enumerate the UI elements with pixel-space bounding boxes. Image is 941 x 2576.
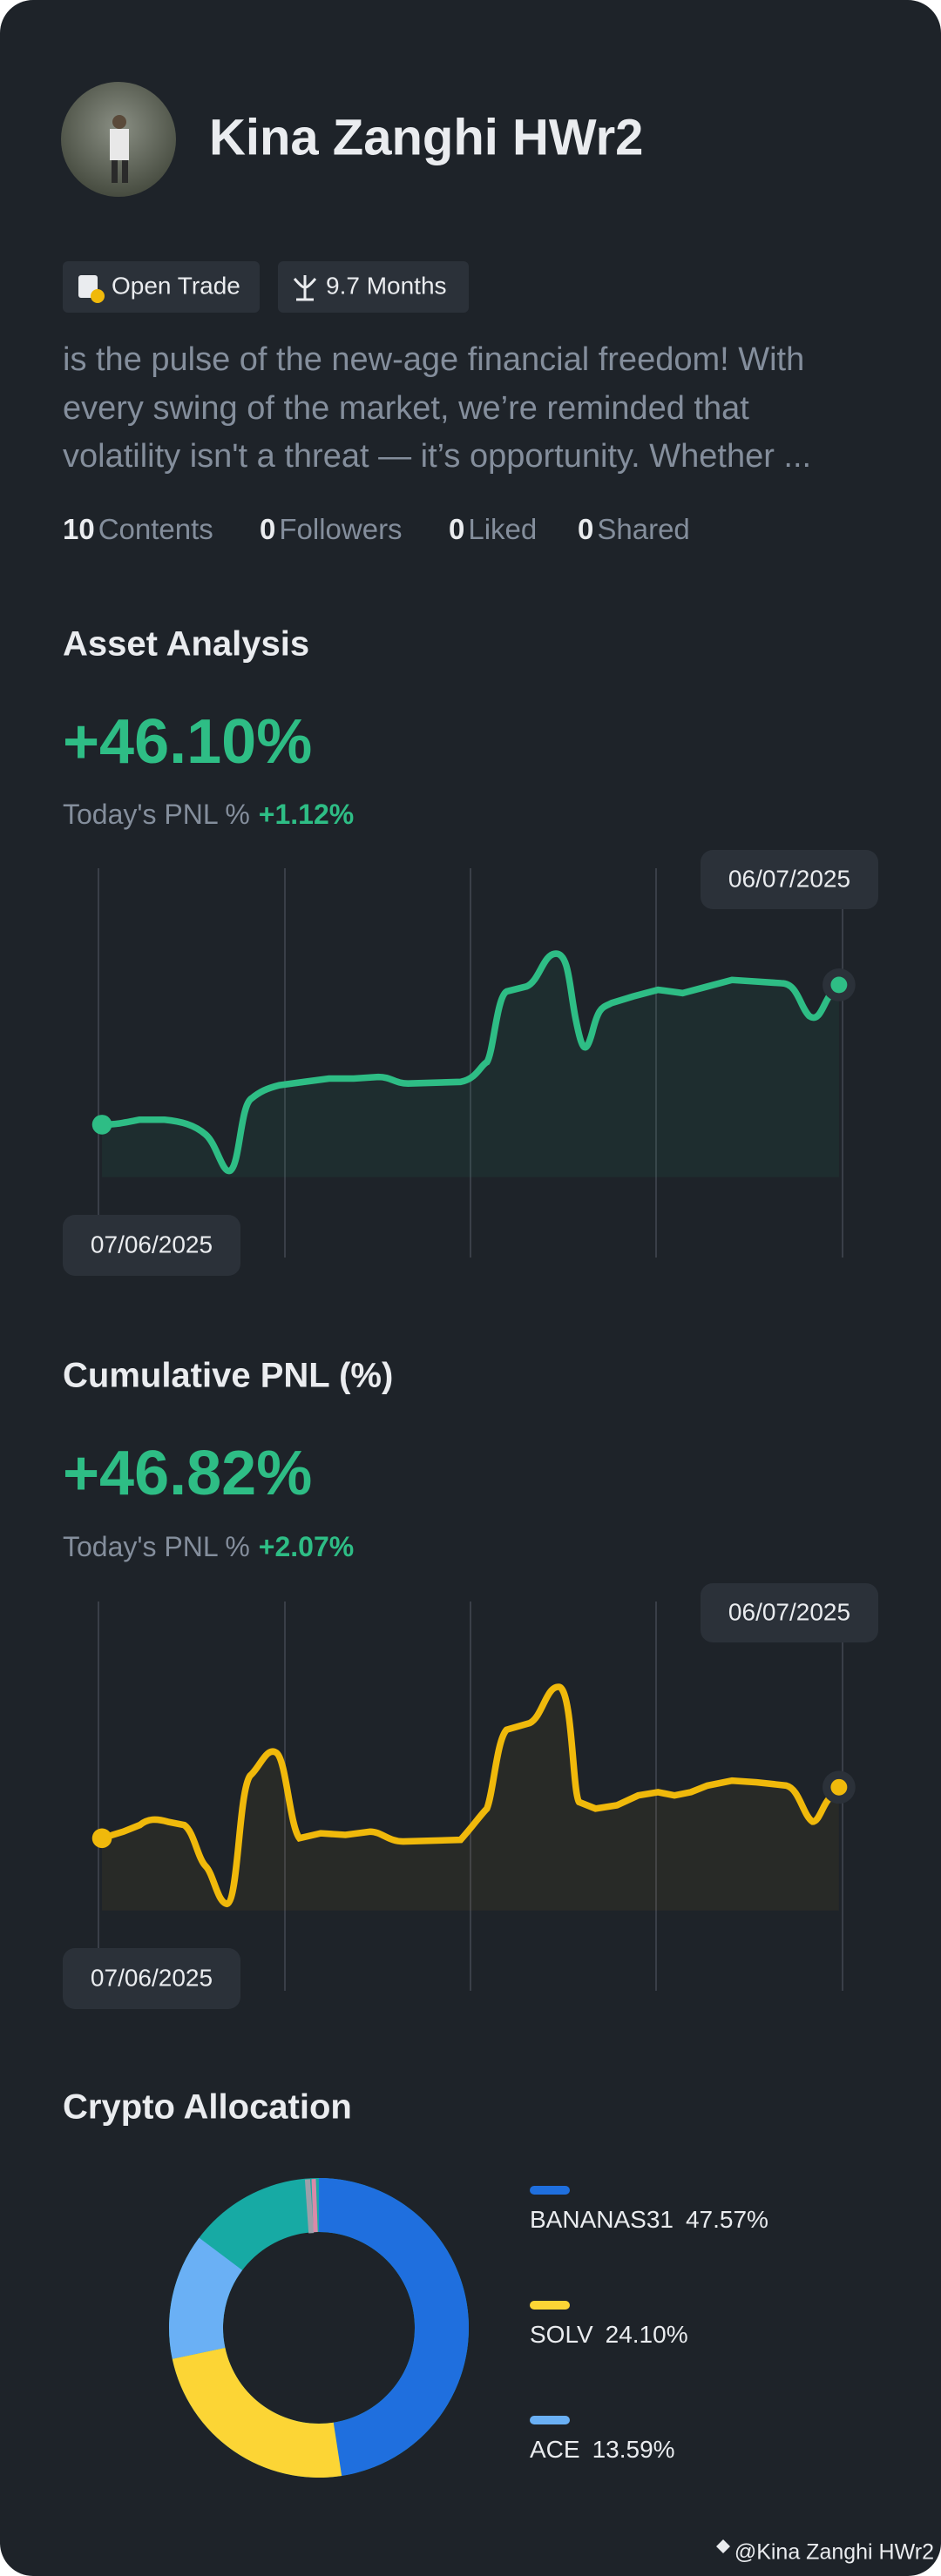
donut-segment [172,2347,342,2478]
stat[interactable]: 0 Liked [449,513,537,545]
bio-line: every swing of the market, we’re reminde… [63,390,749,427]
stat-value: 10 [63,513,95,545]
area-fill [102,954,839,1177]
legend-entry: ACE 13.59% [530,2436,675,2463]
stat-label: Liked [468,513,537,545]
start-dot [91,1828,112,1849]
section-title: Asset Analysis [63,625,309,664]
minor-segment [311,2179,318,2233]
tag-label: Open Trade [112,272,240,299]
bio-line: volatility isn't a threat — it’s opportu… [63,438,811,475]
today-pnl: Today's PNL % +2.07% [63,1531,354,1562]
legend-name: SOLV [530,2321,593,2348]
tag-label: 9.7 Months [326,272,447,299]
legend-value: 13.59% [592,2436,675,2463]
stat-label: Contents [98,513,213,545]
bio-line: is the pulse of the new-age financial fr… [63,341,804,378]
today-pnl-label: Today's PNL % [63,799,250,830]
trend-line [98,1683,843,1908]
legend-name: BANANAS31 [530,2206,674,2233]
donut-segment [169,2237,243,2359]
trade-badge [91,289,105,303]
legend-entry: SOLV 24.10% [530,2321,688,2348]
start-dot [91,1115,112,1135]
tooltip [63,1215,240,1276]
end-dot [830,1778,848,1796]
today-pnl: Today's PNL % +1.12% [63,799,354,830]
legend-swatch [530,2416,570,2424]
end-dot [830,976,848,994]
today-pnl-label: Today's PNL % [63,1531,250,1562]
tooltip [701,1583,878,1642]
stat-value: 0 [578,513,593,545]
asset-chart: 06/07/2025 07/06/2025 [63,850,878,1276]
section-title: Crypto Allocation [63,2088,352,2127]
today-pnl-value: +1.12% [259,799,354,830]
legend-value: 47.57% [686,2206,768,2233]
legend-swatch [530,2301,570,2310]
end-date: 06/07/2025 [728,865,850,892]
sprout-icon [293,275,317,301]
stat[interactable]: 10 Contents [63,513,213,545]
stat-label: Shared [597,513,689,545]
donut-segment [319,2178,469,2476]
stat-label: Followers [279,513,402,545]
headline-value: +46.10% [63,707,312,777]
legend-swatch [530,2186,570,2195]
headline-value: +46.82% [63,1439,312,1508]
legend-name: ACE [530,2436,580,2463]
section-title: Cumulative PNL (%) [63,1357,393,1395]
stat[interactable]: 0 Shared [578,513,690,545]
legend-value: 24.10% [606,2321,688,2348]
stat-value: 0 [260,513,275,545]
user-name: Kina Zanghi HWr2 [209,109,643,165]
trend-line [98,950,843,1175]
minor-segment [304,2179,315,2234]
tag-chip [278,261,469,313]
stat[interactable]: 0 Followers [260,513,403,545]
donut [169,2178,469,2478]
area-fill [102,1687,839,1911]
tooltip [701,850,878,909]
avatar[interactable] [61,82,176,197]
start-date: 07/06/2025 [91,1964,213,1991]
tag-chip [63,261,260,313]
watermark: @Kina Zanghi HWr2 [735,2540,934,2565]
stat-value: 0 [449,513,464,545]
brand-icon [716,2539,730,2553]
legend-entry: BANANAS31 47.57% [530,2206,768,2233]
end-date: 06/07/2025 [728,1598,850,1625]
today-pnl-value: +2.07% [259,1531,354,1562]
start-date: 07/06/2025 [91,1231,213,1258]
legend: BANANAS31 47.57% SOLV 24.10% ACE 13.59% [530,2186,768,2463]
tooltip [63,1948,240,2009]
pnl-chart: 06/07/2025 07/06/2025 [63,1583,878,2009]
